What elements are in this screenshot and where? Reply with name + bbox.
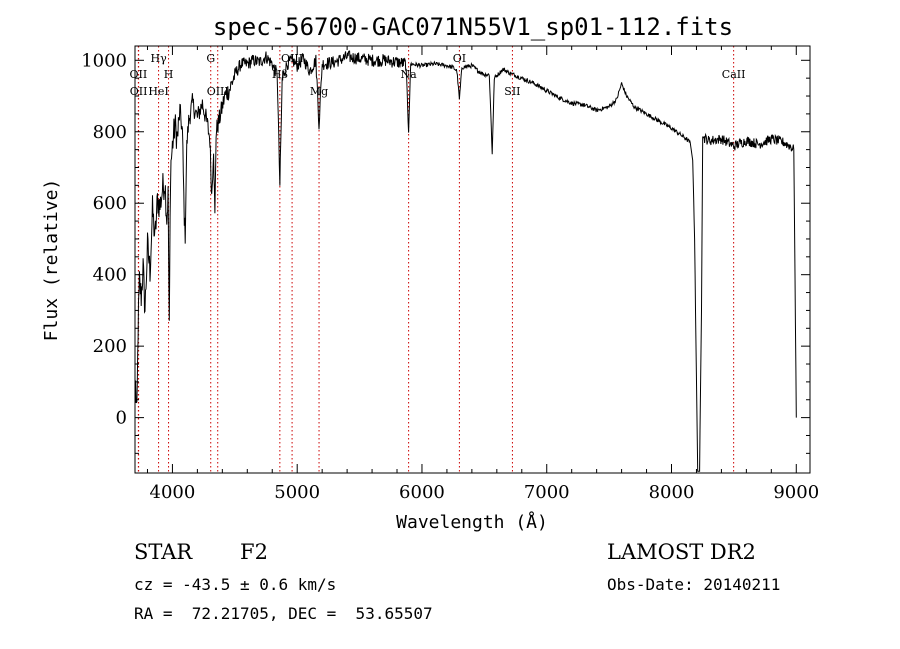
x-tick-label: 6000 bbox=[399, 482, 445, 503]
x-tick-label: 4000 bbox=[150, 482, 196, 503]
spectral-line-label: OII bbox=[130, 85, 148, 98]
y-axis-label: Flux (relative) bbox=[41, 179, 62, 342]
spectral-line-label: OI bbox=[453, 52, 466, 65]
y-tick-label: 1000 bbox=[81, 50, 127, 71]
x-tick-label: 5000 bbox=[274, 482, 320, 503]
spectral-line-label: G bbox=[206, 52, 215, 65]
y-tick-label: 0 bbox=[116, 408, 127, 429]
x-tick-label: 9000 bbox=[773, 482, 819, 503]
spectral-line-label: SII bbox=[504, 85, 520, 98]
x-tick-label: 8000 bbox=[649, 482, 695, 503]
x-tick-label: 7000 bbox=[524, 482, 570, 503]
spectral-line-label: HeI bbox=[148, 85, 168, 98]
y-tick-label: 800 bbox=[93, 122, 127, 143]
spectrum-line bbox=[135, 50, 797, 472]
x-axis-label: Wavelength (Å) bbox=[396, 511, 548, 533]
spectral-line-label: Mg bbox=[310, 85, 328, 98]
coordinates: RA = 72.21705, DEC = 53.65507 bbox=[134, 604, 433, 623]
object-type: STAR bbox=[134, 540, 193, 564]
spectral-line-label: H bbox=[164, 68, 174, 81]
spectral-line-label: Hγ bbox=[150, 52, 167, 65]
y-tick-label: 600 bbox=[93, 193, 127, 214]
spectral-line-label: OIII bbox=[281, 52, 303, 65]
y-tick-label: 400 bbox=[93, 265, 127, 286]
spectral-line-label: CaII bbox=[722, 68, 746, 81]
spectral-line-label: OIII bbox=[207, 85, 229, 98]
spectral-subclass: F2 bbox=[240, 540, 268, 564]
chart-title: spec-56700-GAC071N55V1_sp01-112.fits bbox=[213, 13, 733, 41]
plot-frame bbox=[134, 45, 811, 474]
y-tick-label: 200 bbox=[93, 336, 127, 357]
spectrum-series bbox=[135, 50, 797, 472]
spectral-line-label: Na bbox=[401, 68, 418, 81]
survey-name: LAMOST DR2 bbox=[607, 540, 756, 564]
obs-date: Obs-Date: 20140211 bbox=[607, 575, 781, 594]
redshift-text: cz = -43.5 ± 0.6 km/s bbox=[134, 575, 337, 594]
axes: 4000 5000 6000 7000 8000 9000 0 200 400 600 800 100… bbox=[81, 46, 819, 503]
